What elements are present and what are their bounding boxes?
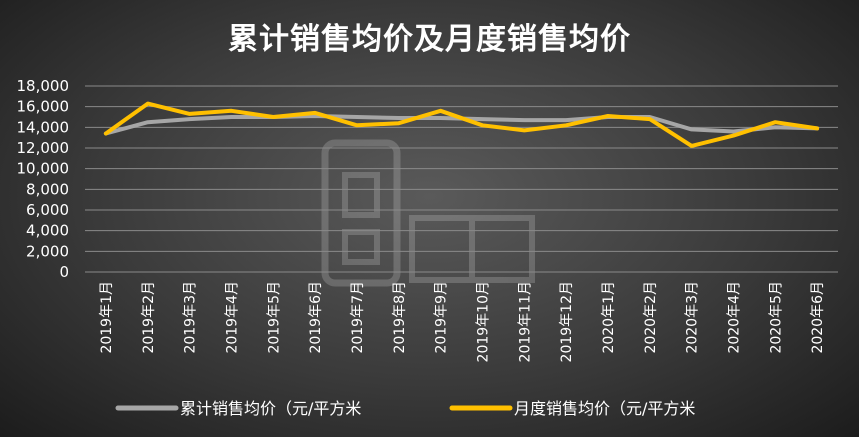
data-point	[188, 112, 192, 116]
data-point	[522, 128, 526, 132]
x-tick-label: 2020年1月	[601, 281, 617, 354]
x-tick-label: 2019年10月	[475, 281, 491, 362]
data-point	[773, 125, 777, 129]
legend-label: 累计销售均价（元/平方米	[180, 399, 361, 418]
data-point	[731, 129, 735, 133]
y-tick-label: 12,000	[17, 139, 70, 157]
data-point	[104, 132, 108, 136]
chart-title: 累计销售均价及月度销售均价	[228, 22, 631, 57]
x-tick-label: 2019年2月	[141, 281, 157, 354]
x-tick-label: 2020年6月	[810, 281, 826, 354]
data-point	[480, 123, 484, 127]
data-point	[690, 127, 694, 131]
x-tick-label: 2019年6月	[308, 281, 324, 354]
data-point	[271, 115, 275, 119]
data-point	[815, 126, 819, 130]
data-point	[480, 117, 484, 121]
x-tick-label: 2019年11月	[517, 281, 533, 362]
y-tick-label: 4,000	[26, 222, 69, 240]
x-tick-label: 2020年2月	[643, 281, 659, 354]
x-tick-label: 2019年12月	[559, 281, 575, 362]
data-point	[606, 114, 610, 118]
watermark-logo	[321, 139, 535, 287]
data-point	[313, 114, 317, 118]
data-point	[355, 123, 359, 127]
legend-label: 月度销售均价（元/平方米	[514, 399, 695, 418]
data-point	[648, 117, 652, 121]
data-point	[355, 115, 359, 119]
data-point	[397, 116, 401, 120]
x-tick-label: 2019年4月	[224, 281, 240, 354]
y-tick-label: 16,000	[17, 98, 70, 116]
x-tick-label: 2019年1月	[99, 281, 115, 354]
data-point	[690, 144, 694, 148]
data-point	[439, 116, 443, 120]
data-point	[188, 117, 192, 121]
y-tick-label: 8,000	[26, 180, 69, 198]
data-point	[439, 109, 443, 113]
data-point	[229, 115, 233, 119]
x-tick-label: 2019年3月	[183, 281, 199, 354]
data-point	[564, 123, 568, 127]
data-point	[564, 118, 568, 122]
data-point	[773, 120, 777, 124]
y-tick-label: 10,000	[17, 160, 70, 178]
x-tick-label: 2020年3月	[685, 281, 701, 354]
x-tick-label: 2019年5月	[266, 281, 282, 354]
x-tick-label: 2019年8月	[392, 281, 408, 354]
y-tick-label: 6,000	[26, 201, 69, 219]
data-point	[146, 120, 150, 124]
data-point	[522, 118, 526, 122]
y-tick-label: 14,000	[17, 118, 70, 136]
x-tick-label: 2020年4月	[726, 281, 742, 354]
data-point	[313, 111, 317, 115]
series-line-1	[103, 101, 820, 148]
x-tick-label: 2019年9月	[434, 281, 450, 354]
data-point	[397, 121, 401, 125]
data-point	[146, 102, 150, 106]
data-point	[731, 134, 735, 138]
data-point	[229, 109, 233, 113]
x-tick-label: 2020年5月	[768, 281, 784, 354]
y-tick-label: 18,000	[17, 77, 70, 95]
y-tick-label: 0	[59, 263, 69, 281]
y-tick-label: 2,000	[26, 242, 69, 260]
x-tick-label: 2019年7月	[350, 281, 366, 354]
